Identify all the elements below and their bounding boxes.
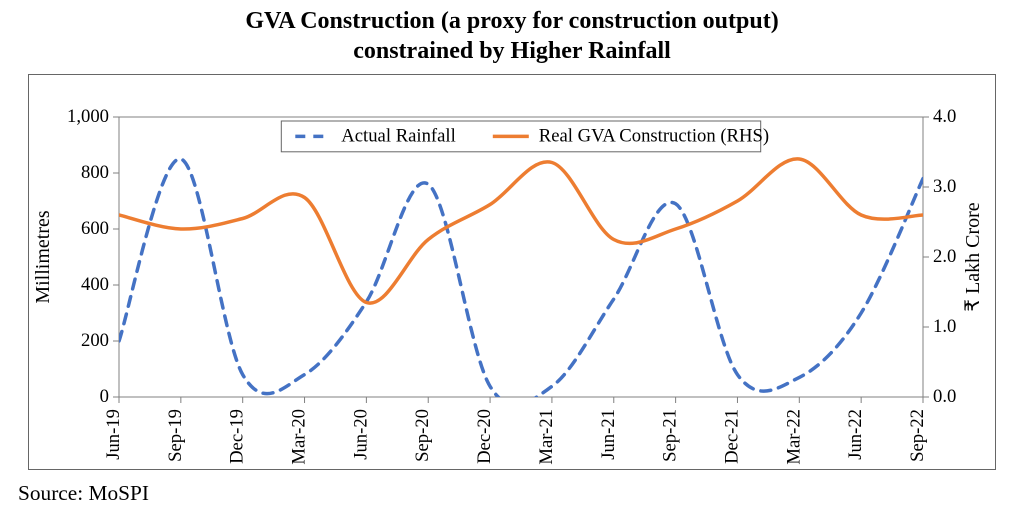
chart-svg: 0 200 400 600 800 1,000 Millimetres 0.0 1.0 2.0 3.…: [29, 75, 995, 469]
y-right-tick-label: 0.0: [933, 386, 956, 407]
y-left-tick-label: 200: [81, 330, 109, 351]
chart-outer-box: 0 200 400 600 800 1,000 Millimetres 0.0 1.0 2.0 3.…: [28, 74, 996, 470]
x-tick-label: Dec-20: [474, 409, 495, 464]
x-tick-label: Sep-21: [660, 409, 681, 462]
y-right-tick-label: 4.0: [933, 106, 956, 127]
x-tick-label: Sep-20: [412, 409, 433, 462]
y-right-tick-label: 2.0: [933, 246, 956, 267]
legend-label-gva: Real GVA Construction (RHS): [539, 126, 769, 147]
figure-container: GVA Construction (a proxy for constructi…: [0, 0, 1024, 514]
x-tick-label: Dec-19: [227, 409, 248, 464]
legend-label-rainfall: Actual Rainfall: [341, 126, 456, 147]
x-tick-label: Jun-20: [350, 409, 371, 460]
x-tick-label: Sep-22: [907, 409, 928, 462]
legend: Actual Rainfall Real GVA Construction (RH…: [281, 121, 769, 152]
chart-title-line1: GVA Construction (a proxy for constructi…: [0, 6, 1024, 36]
x-tick-label: Mar-22: [783, 409, 804, 465]
x-tick-label: Mar-20: [289, 409, 310, 465]
y-left-axis-label: Millimetres: [32, 210, 54, 304]
y-left-tick-label: 800: [81, 162, 109, 183]
x-tick-label: Mar-21: [536, 409, 557, 465]
x-tick-label: Jun-19: [103, 409, 124, 460]
y-left-tick-label: 600: [81, 218, 109, 239]
y-right-tick-label: 3.0: [933, 176, 956, 197]
x-tick-label: Sep-19: [165, 409, 186, 462]
chart-title-line2: constrained by Higher Rainfall: [0, 36, 1024, 66]
x-tick-label: Jun-21: [598, 409, 619, 460]
y-left-tick-label: 1,000: [67, 106, 109, 127]
chart-title-block: GVA Construction (a proxy for constructi…: [0, 0, 1024, 66]
y-left-tick-label: 400: [81, 274, 109, 295]
source-text: Source: MoSPI: [18, 481, 149, 506]
y-left-tick-label: 0: [100, 386, 109, 407]
x-tick-label: Jun-22: [845, 409, 866, 460]
y-right-axis-label: ₹ Lakh Crore: [962, 202, 984, 311]
x-tick-label: Dec-21: [721, 409, 742, 464]
y-right-tick-label: 1.0: [933, 316, 956, 337]
